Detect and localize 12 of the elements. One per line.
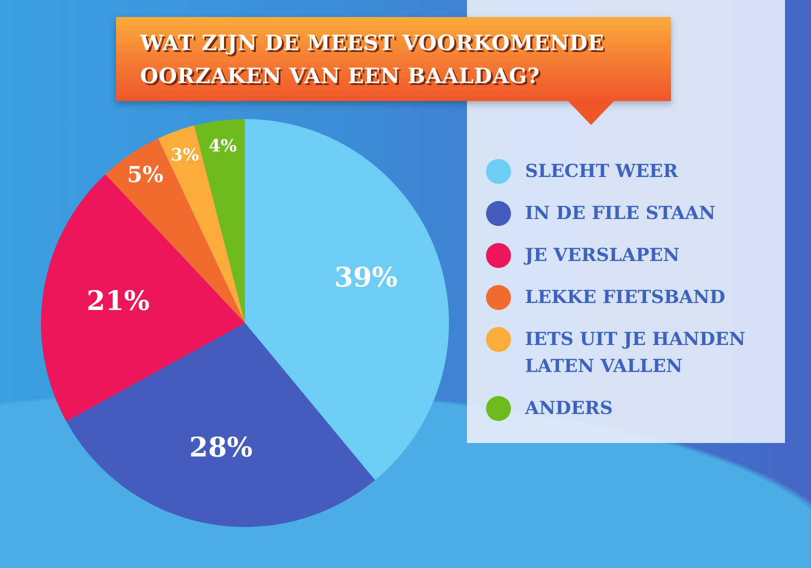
legend-label: IETS UIT JE HANDEN LATEN VALLEN bbox=[525, 328, 746, 379]
legend-label: IN DE FILE STAAN bbox=[525, 202, 716, 226]
data-label: 4% bbox=[208, 136, 237, 156]
legend-label: LEKKE FIETSBAND bbox=[525, 286, 726, 310]
legend-label: JE VERSLAPEN bbox=[525, 244, 680, 268]
legend-label: ANDERS bbox=[525, 397, 614, 421]
data-label: 21% bbox=[86, 286, 150, 317]
data-label: 39% bbox=[334, 262, 398, 294]
data-label: 3% bbox=[170, 145, 199, 166]
legend-label: SLECHT WEER bbox=[525, 160, 679, 184]
data-label: 5% bbox=[127, 162, 164, 188]
data-label: 28% bbox=[189, 432, 253, 464]
